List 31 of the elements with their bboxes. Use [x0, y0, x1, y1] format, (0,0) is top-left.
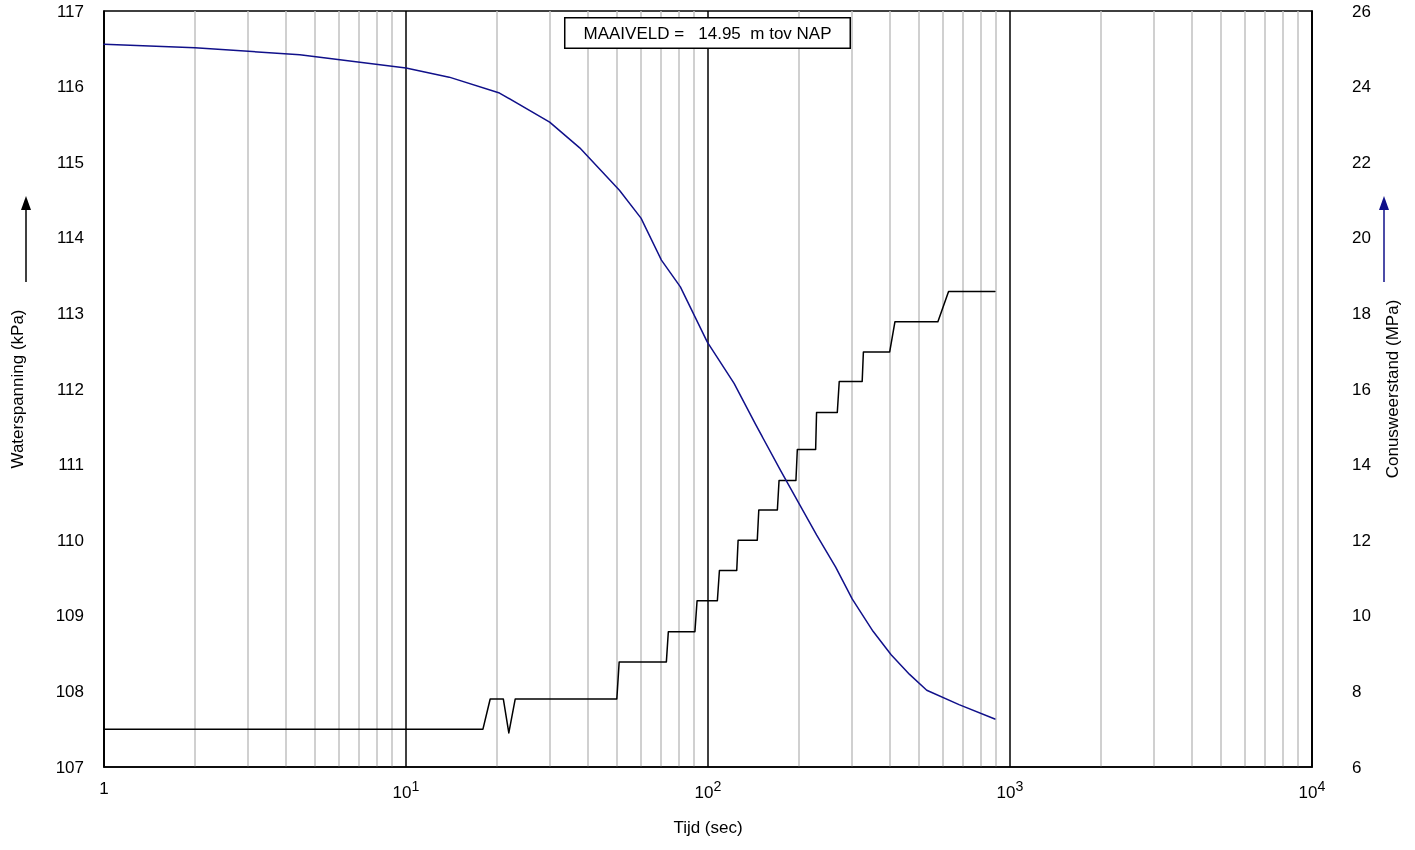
y-tick-label: 110 [56, 530, 84, 550]
y-tick-label: 108 [55, 681, 84, 701]
y2-tick-label: 26 [1352, 1, 1371, 21]
y-tick-label: 109 [55, 606, 84, 626]
y2-tick-label: 22 [1352, 152, 1371, 172]
y2-tick-label: 24 [1352, 77, 1371, 97]
annotation: MAAIVELD = 14.95 m tov NAP [583, 23, 832, 43]
y-tick-label: 111 [58, 455, 84, 475]
x-axis-title: Tijd (sec) [673, 818, 743, 837]
y-tick-label: 115 [56, 152, 84, 172]
y2-axis-title: Conusweerstand (MPa) [1383, 299, 1402, 479]
x-tick-label: 10$^{4}$ [1298, 777, 1326, 804]
y2-tick-label: 8 [1352, 681, 1362, 701]
y-tick-label: 114 [56, 228, 84, 248]
y-tick-label: 112 [56, 379, 84, 399]
y-tick-label: 113 [56, 303, 84, 323]
y-axis-title: Waterspanning (kPa) [8, 309, 27, 469]
y2-tick-label: 18 [1352, 303, 1371, 323]
x-tick-label: 10$^{1}$ [392, 777, 420, 804]
y2-tick-label: 16 [1352, 379, 1371, 399]
y2-tick-label: 6 [1352, 757, 1362, 777]
x-tick-label: 1 [99, 778, 109, 800]
x-tick-label: 10$^{3}$ [996, 777, 1024, 804]
x-tick-label: 10$^{2}$ [694, 777, 722, 804]
y2-tick-label: 12 [1352, 530, 1371, 550]
y2-tick-label: 10 [1352, 606, 1371, 626]
y-tick-label: 117 [56, 1, 84, 21]
y2-tick-label: 20 [1352, 228, 1371, 248]
y-tick-label: 116 [56, 77, 84, 97]
y-tick-label: 107 [55, 757, 84, 777]
y2-tick-label: 14 [1352, 455, 1371, 475]
